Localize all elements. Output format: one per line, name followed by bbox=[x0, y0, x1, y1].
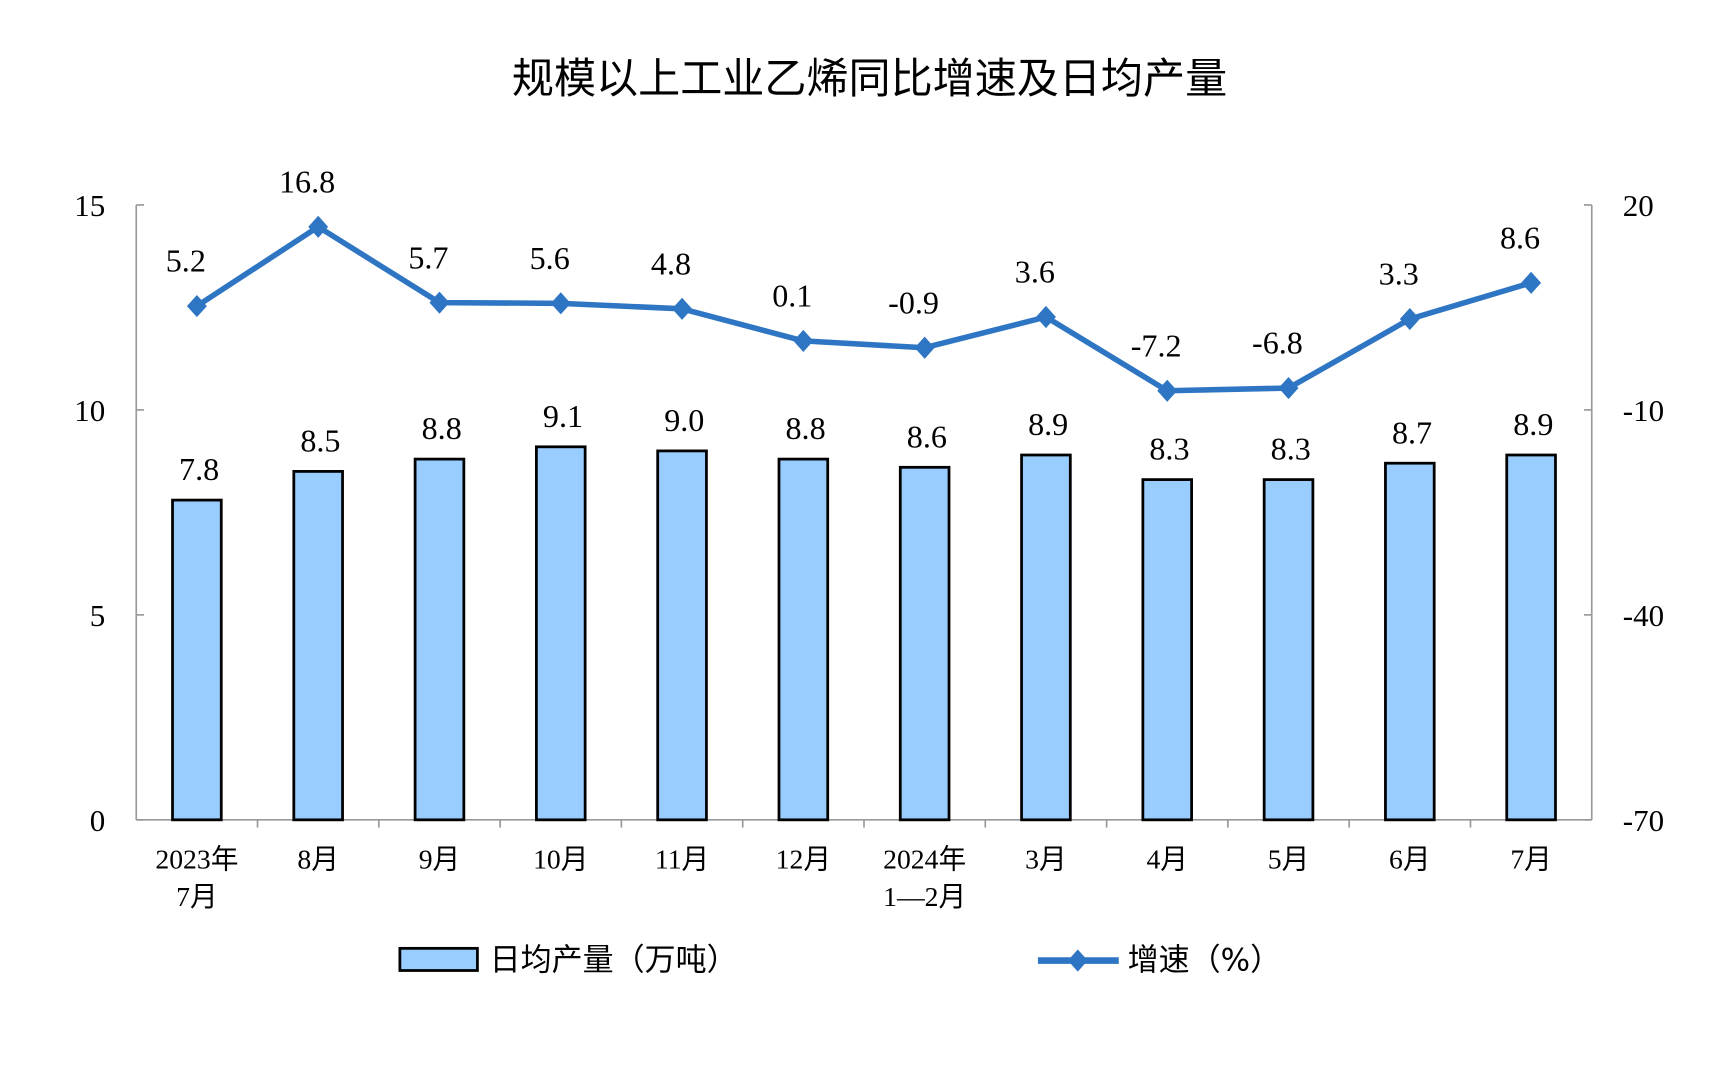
x-tick-label: 1—2月 bbox=[883, 881, 966, 912]
line-marker bbox=[308, 215, 329, 238]
line-marker bbox=[672, 297, 693, 320]
left-tick-label: 5 bbox=[90, 598, 105, 633]
bar-data-label: 8.7 bbox=[1392, 414, 1432, 450]
x-tick-label: 7月 bbox=[1510, 844, 1552, 875]
line-marker bbox=[1521, 271, 1542, 294]
line-data-label: 5.2 bbox=[166, 243, 206, 279]
line-marker bbox=[429, 291, 450, 314]
x-tick-label: 7月 bbox=[176, 881, 218, 912]
left-tick-label: 0 bbox=[90, 803, 105, 838]
bar bbox=[656, 449, 708, 822]
x-tick-label: 11月 bbox=[655, 844, 709, 875]
bar bbox=[292, 470, 344, 822]
line-marker bbox=[1278, 376, 1299, 400]
bar-data-label: 9.1 bbox=[543, 398, 583, 434]
x-tick-label: 12月 bbox=[776, 844, 831, 875]
bar bbox=[777, 457, 830, 822]
legend-line-label: 增速（%） bbox=[1128, 943, 1281, 979]
line-marker bbox=[1035, 305, 1056, 329]
line-data-label: 16.8 bbox=[279, 163, 335, 199]
bar bbox=[535, 445, 587, 822]
bar-data-label: 8.5 bbox=[300, 422, 340, 458]
right-tick-label: 20 bbox=[1623, 188, 1654, 223]
line-data-label: 3.6 bbox=[1015, 254, 1055, 290]
line-data-label: -6.8 bbox=[1252, 325, 1303, 361]
line-marker bbox=[186, 294, 207, 318]
right-tick-label: -10 bbox=[1623, 393, 1664, 428]
chart-title: 规模以上工业乙烯同比增速及日均产量 bbox=[512, 54, 1227, 103]
left-tick-label: 15 bbox=[74, 188, 105, 223]
x-tick-label: 5月 bbox=[1268, 844, 1310, 875]
line-data-label: -0.9 bbox=[888, 284, 939, 320]
bar-data-label: 8.8 bbox=[786, 410, 826, 446]
bar bbox=[1384, 461, 1436, 822]
legend: 日均产量（万吨） 增速（%） bbox=[398, 943, 1281, 979]
bar-data-label: 9.0 bbox=[664, 402, 704, 438]
bar-data-label: 8.3 bbox=[1271, 431, 1311, 467]
x-tick-label: 6月 bbox=[1389, 844, 1431, 875]
bar-data-label: 8.9 bbox=[1513, 406, 1553, 442]
legend-bar-label: 日均产量（万吨） bbox=[490, 943, 738, 979]
growth-line bbox=[195, 224, 1532, 394]
x-tick-label: 8月 bbox=[297, 844, 339, 875]
line-marker bbox=[914, 336, 935, 359]
x-tick-label: 2024年 bbox=[883, 844, 966, 875]
legend-bar-swatch bbox=[398, 946, 479, 972]
line-data-label: 4.8 bbox=[651, 245, 691, 281]
line-data-label: -7.2 bbox=[1131, 327, 1182, 363]
line-data-label: 0.1 bbox=[772, 278, 812, 314]
bar bbox=[1141, 478, 1193, 822]
x-tick-label: 4月 bbox=[1146, 844, 1188, 875]
bar bbox=[1505, 453, 1557, 822]
bar-data-label: 8.9 bbox=[1028, 406, 1068, 442]
line-data-label: 8.6 bbox=[1500, 219, 1540, 255]
x-tick-label: 3月 bbox=[1025, 844, 1067, 875]
right-tick-label: -40 bbox=[1623, 598, 1664, 633]
bar-data-label: 8.8 bbox=[422, 410, 462, 446]
right-tick-label: -70 bbox=[1623, 803, 1664, 838]
bar-data-label: 8.6 bbox=[907, 418, 947, 454]
left-tick-label: 10 bbox=[74, 393, 105, 428]
line-data-label: 3.3 bbox=[1379, 256, 1419, 292]
line-marker bbox=[550, 292, 571, 315]
legend-line-marker bbox=[1067, 949, 1088, 972]
bar bbox=[1020, 453, 1072, 822]
bar bbox=[1262, 478, 1315, 822]
bar-data-label: 7.8 bbox=[179, 451, 219, 487]
x-tick-label: 2023年 bbox=[155, 844, 238, 875]
bar-data-label: 8.3 bbox=[1149, 431, 1189, 467]
line-data-label: 5.7 bbox=[408, 239, 448, 275]
bar bbox=[898, 465, 951, 822]
bar bbox=[171, 498, 223, 822]
bar bbox=[413, 457, 466, 822]
x-tick-label: 9月 bbox=[419, 844, 461, 875]
line-marker bbox=[793, 329, 814, 352]
line-marker bbox=[1157, 379, 1178, 402]
x-tick-label: 10月 bbox=[533, 844, 588, 875]
line-marker bbox=[1399, 307, 1420, 331]
line-data-label: 5.6 bbox=[530, 240, 570, 276]
